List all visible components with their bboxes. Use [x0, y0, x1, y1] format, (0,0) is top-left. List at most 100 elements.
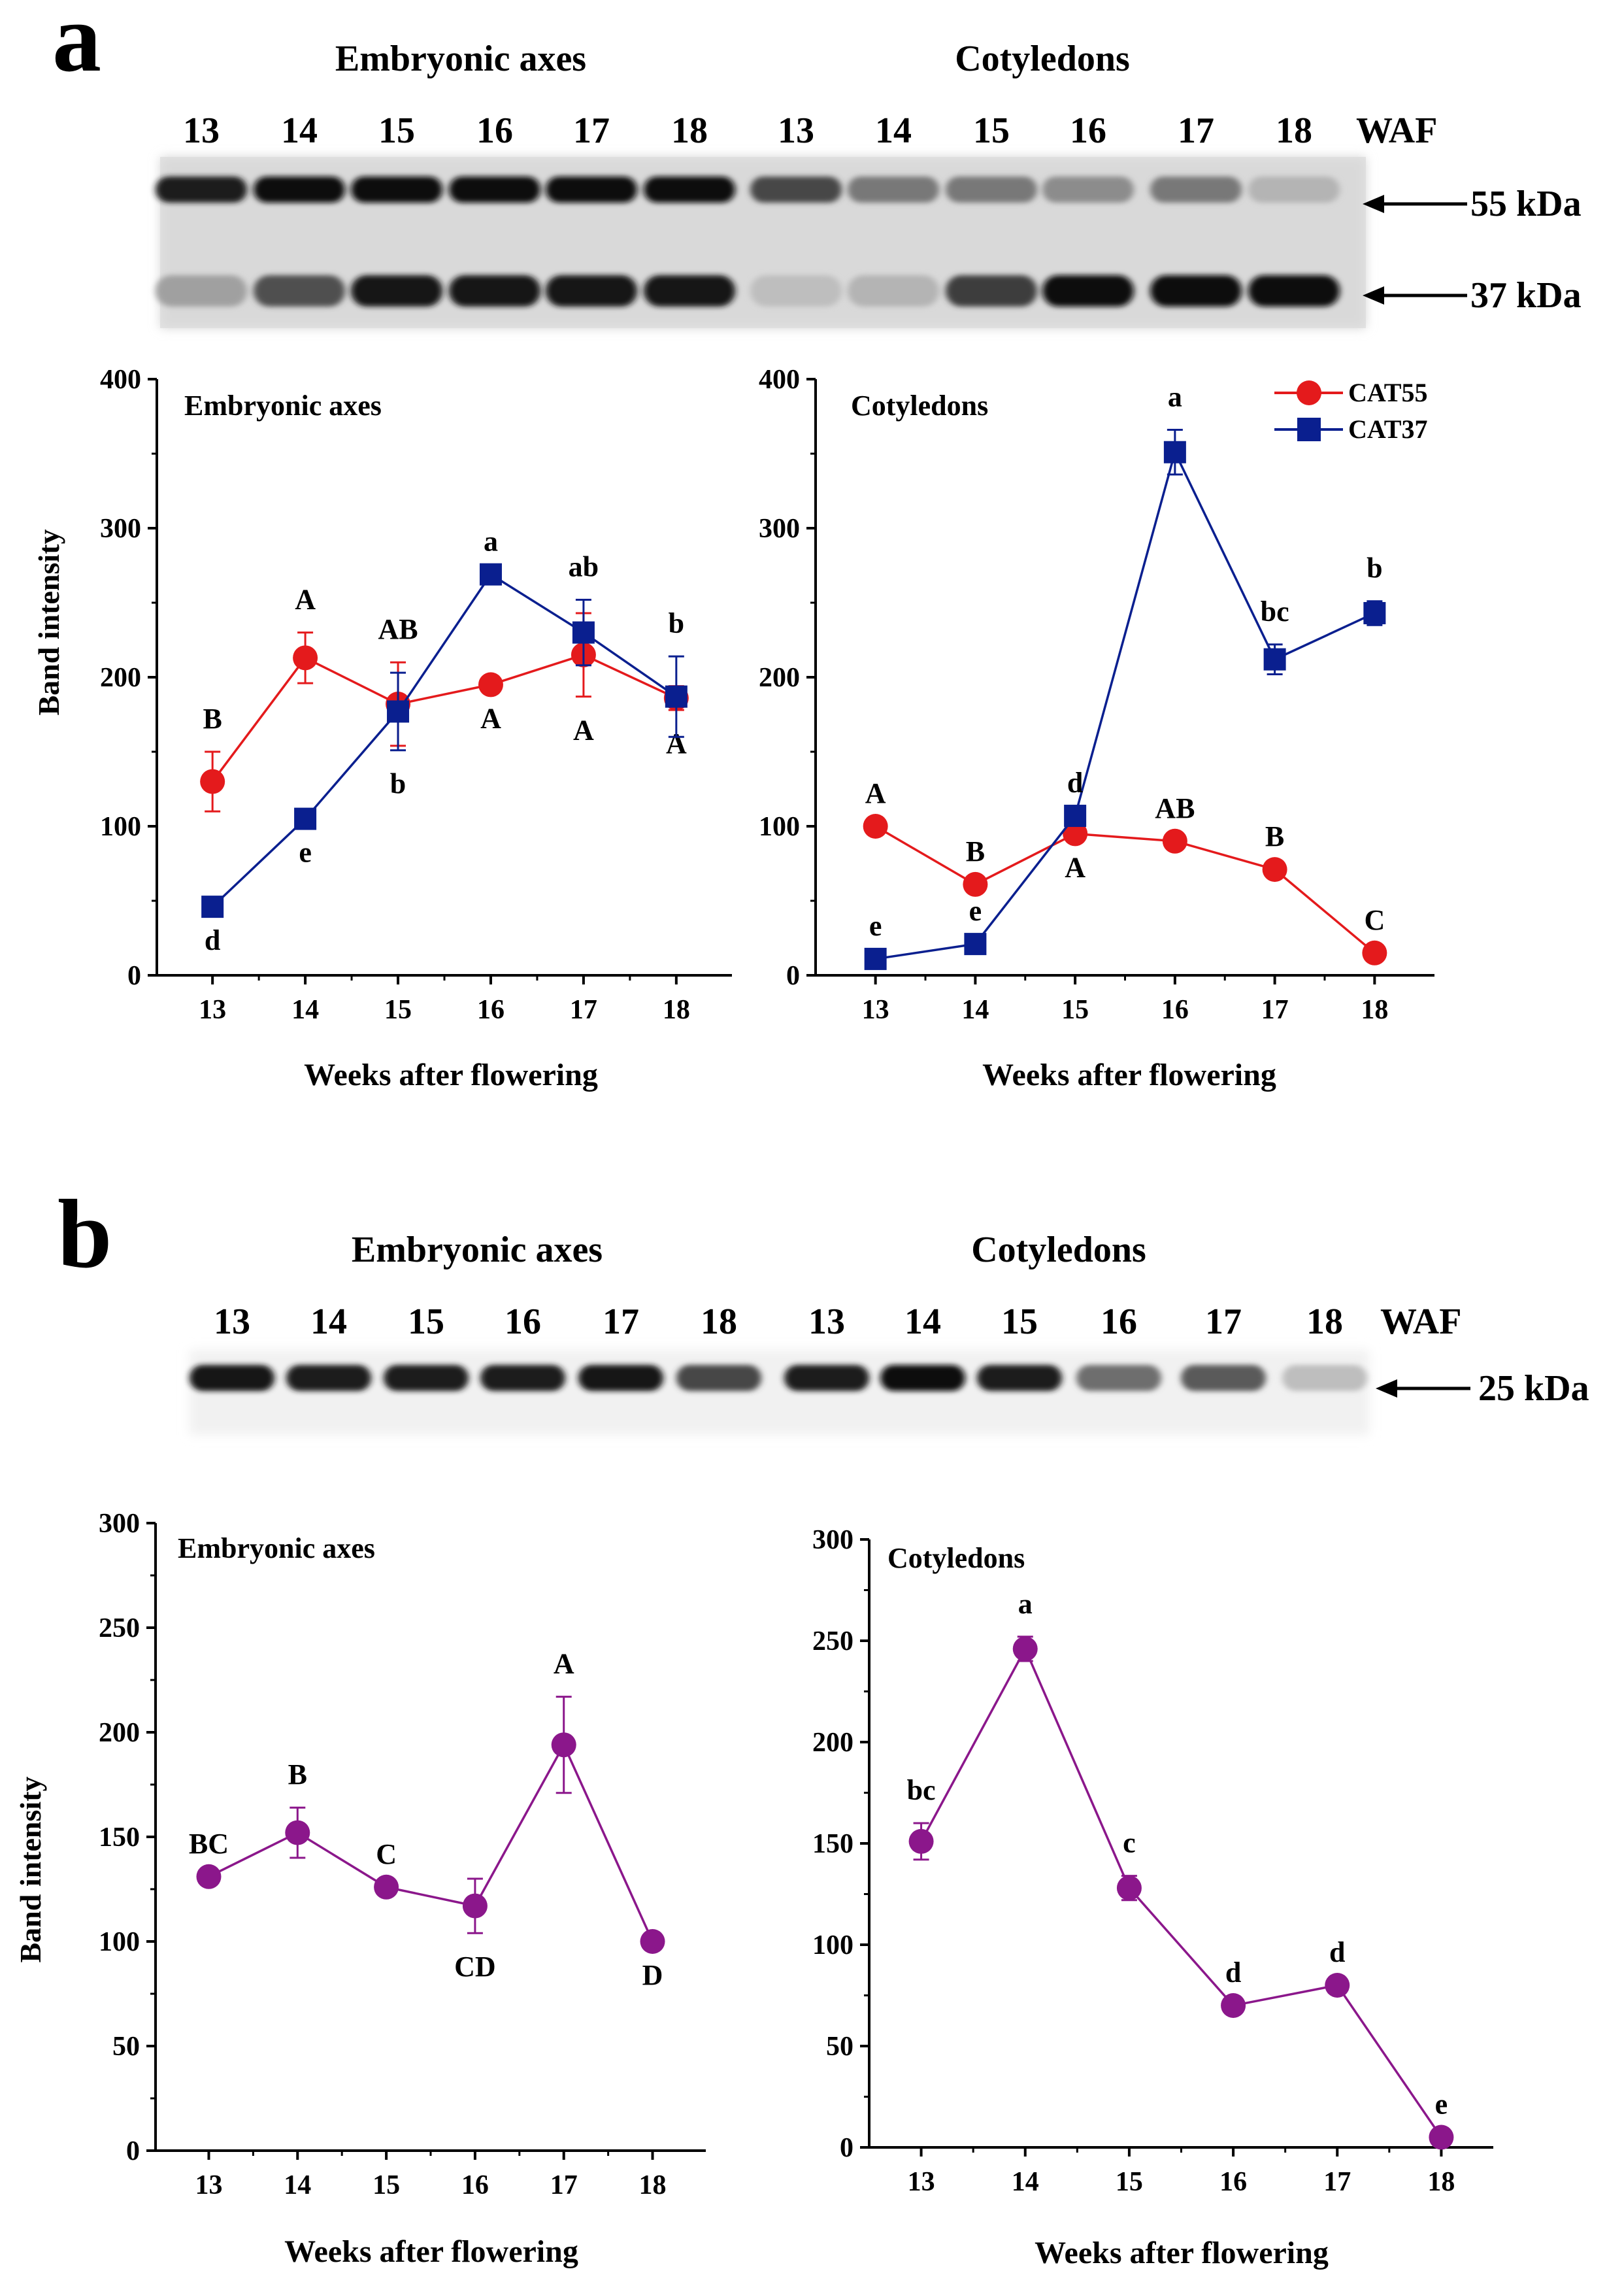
panel-b-lane-7: 13 [808, 1302, 845, 1342]
panel-b-blot-image [190, 1350, 1369, 1435]
chart-b1-xtick-label-18: 18 [639, 2170, 667, 2200]
chart-b1-ytick-label-50: 50 [112, 2032, 140, 2062]
chart-b2-ytick-label-0: 0 [840, 2133, 853, 2163]
chart-a1-xtick-label-15: 15 [384, 995, 412, 1025]
panel-b-25kda-band-1 [190, 1365, 274, 1391]
panel-a-55kda-band-8 [848, 176, 939, 203]
chart-b1-protein-sig-label: B [288, 1758, 307, 1790]
chart-b2-protein-point [1325, 1973, 1350, 1998]
chart-b2-protein-sig-label: c [1123, 1827, 1136, 1859]
chart-b2-protein-point [1116, 1875, 1142, 1901]
chart-a1-ytick-label-100: 100 [100, 812, 141, 842]
chart-a2-cat55-point [963, 871, 988, 897]
chart-a2-ytick-label-300: 300 [759, 514, 800, 544]
panel-a-37kda-band-10 [1042, 275, 1134, 307]
chart-a1-cat37-sig-label: e [299, 837, 312, 869]
chart-a2-ytick-label-100: 100 [759, 812, 800, 842]
chart-b1-ytick-label-150: 150 [99, 1822, 140, 1853]
chart-b2-title: Cotyledons [887, 1542, 1025, 1574]
panel-a-55kda-band-3 [351, 176, 442, 203]
chart-a2-cat37-point [1064, 805, 1087, 828]
panel-b-25kda-band-2 [286, 1365, 371, 1391]
panel-a-lane-12: 18 [1276, 110, 1312, 151]
chart-a1-cat55-line [211, 653, 677, 782]
panel-a-55kda-band-6 [644, 176, 735, 203]
chart-b1-xtick-label-14: 14 [284, 2170, 311, 2200]
chart-b2-protein-line [920, 1646, 1442, 2138]
panel-a-marker-37-arrow [1363, 286, 1467, 305]
panel-a-55kda-band-1 [156, 176, 247, 203]
chart-a2-cat55-point [1362, 940, 1387, 966]
chart-a1-ytick-label-300: 300 [100, 514, 141, 544]
panel-b-lane-3: 15 [408, 1302, 444, 1342]
panel-a-37kda-band-12 [1248, 275, 1340, 307]
chart-a2-xtick-label-16: 16 [1161, 995, 1189, 1025]
chart-b1-xtick-label-13: 13 [195, 2170, 222, 2200]
chart-a1-xtick-label-18: 18 [663, 995, 690, 1025]
panel-b-lane-10: 16 [1101, 1302, 1137, 1342]
chart-a2-ytick-label-400: 400 [759, 365, 800, 395]
legend-cat55-label: CAT55 [1348, 378, 1427, 407]
chart-a1-xtick-label-16: 16 [477, 995, 505, 1025]
chart-a1-cat37-point [572, 621, 595, 644]
panel-b-25kda-band-12 [1282, 1365, 1367, 1391]
chart-b2-protein-sig-label: a [1018, 1588, 1033, 1620]
chart-a2-cat37-point [964, 933, 987, 956]
chart-b2-protein-point [1221, 1993, 1246, 2018]
panel-b-lane-9: 15 [1001, 1302, 1038, 1342]
chart-b2-protein-point [1429, 2124, 1454, 2150]
panel-a-lane-8: 14 [875, 110, 912, 151]
chart-a2-cat37-point [1263, 648, 1286, 671]
chart-b1-ytick-label-250: 250 [99, 1613, 140, 1643]
panel-a-lane-labels: 13 14 15 16 17 18 13 14 15 16 17 18 [183, 110, 1312, 151]
panel-b-marker-25-label: 25 kDa [1478, 1368, 1589, 1409]
chart-a2-cat37-point [1363, 601, 1386, 624]
chart-b1-protein-sig-label: C [376, 1838, 397, 1870]
panel-b-lane-5: 17 [603, 1302, 639, 1342]
panel-a-37kda-band-6 [644, 275, 735, 307]
chart-a2-cat37-sig-label: e [869, 910, 882, 942]
chart-a2-cat37-sig-label: e [969, 895, 982, 927]
panel-b-lane-labels: 13 14 15 16 17 18 13 14 15 16 17 18 [214, 1302, 1343, 1342]
chart-b1-title: Embryonic axes [178, 1532, 375, 1564]
chart-a2-xlabel: Weeks after flowering [982, 1058, 1276, 1092]
panel-b-25kda-band-9 [977, 1365, 1062, 1391]
chart-a-embryonic-axes: Embryonic axes Band intensity Weeks afte… [32, 365, 732, 1092]
panel-a-37kda-band-8 [848, 275, 939, 307]
chart-a1-cat55-point [478, 672, 503, 697]
panel-a-marker-37-label: 37 kDa [1470, 275, 1582, 316]
chart-a2-cat37-sig-label: bc [1261, 596, 1289, 628]
chart-b2-protein-sig-label: e [1435, 2089, 1448, 2121]
panel-a-lane-9: 15 [973, 110, 1010, 151]
panel-b-lane-12: 18 [1306, 1302, 1343, 1342]
chart-a1-cat55-sig-label: AB [378, 613, 418, 645]
chart-b1-protein-sig-label: CD [454, 1951, 496, 1983]
chart-b2-protein-point [1012, 1636, 1038, 1662]
panel-a-55kda-band-10 [1042, 176, 1134, 203]
chart-a2-cat37-sig-label: d [1067, 767, 1083, 799]
panel-a-55kda-band-7 [750, 176, 842, 203]
chart-a1-xtick-label-17: 17 [570, 995, 597, 1025]
chart-a2-xtick-label-18: 18 [1361, 995, 1388, 1025]
chart-a1-cat37-sig-label: b [669, 607, 684, 639]
legend-cat37-label: CAT37 [1348, 414, 1427, 444]
chart-a2-ytick-label-0: 0 [786, 961, 800, 991]
chart-a1-cat37-point [387, 700, 410, 723]
chart-a2-ytick-label-200: 200 [759, 663, 800, 693]
panel-a-lane-5: 17 [573, 110, 610, 151]
chart-a2-cat37-point [1163, 441, 1186, 463]
chart-b1-protein-point [551, 1732, 576, 1758]
chart-b2-xtick-label-13: 13 [908, 2167, 935, 2197]
chart-a2-xtick-label-17: 17 [1261, 995, 1289, 1025]
panel-a-blot-group-right: Cotyledons [955, 39, 1130, 79]
chart-b1-protein-sig-label: BC [189, 1828, 229, 1860]
panel-b-lane-6: 18 [701, 1302, 737, 1342]
chart-a1-cat37-point [294, 807, 317, 830]
chart-a2-xtick-label-13: 13 [862, 995, 889, 1025]
chart-a1-cat55-point [200, 769, 225, 794]
panel-a-37kda-band-1 [156, 275, 247, 307]
chart-b2-xtick-label-17: 17 [1323, 2167, 1351, 2197]
panel-a-lane-4: 16 [476, 110, 513, 151]
chart-a1-xtick-label-13: 13 [199, 995, 226, 1025]
chart-a2-cat55-point [1262, 857, 1287, 882]
